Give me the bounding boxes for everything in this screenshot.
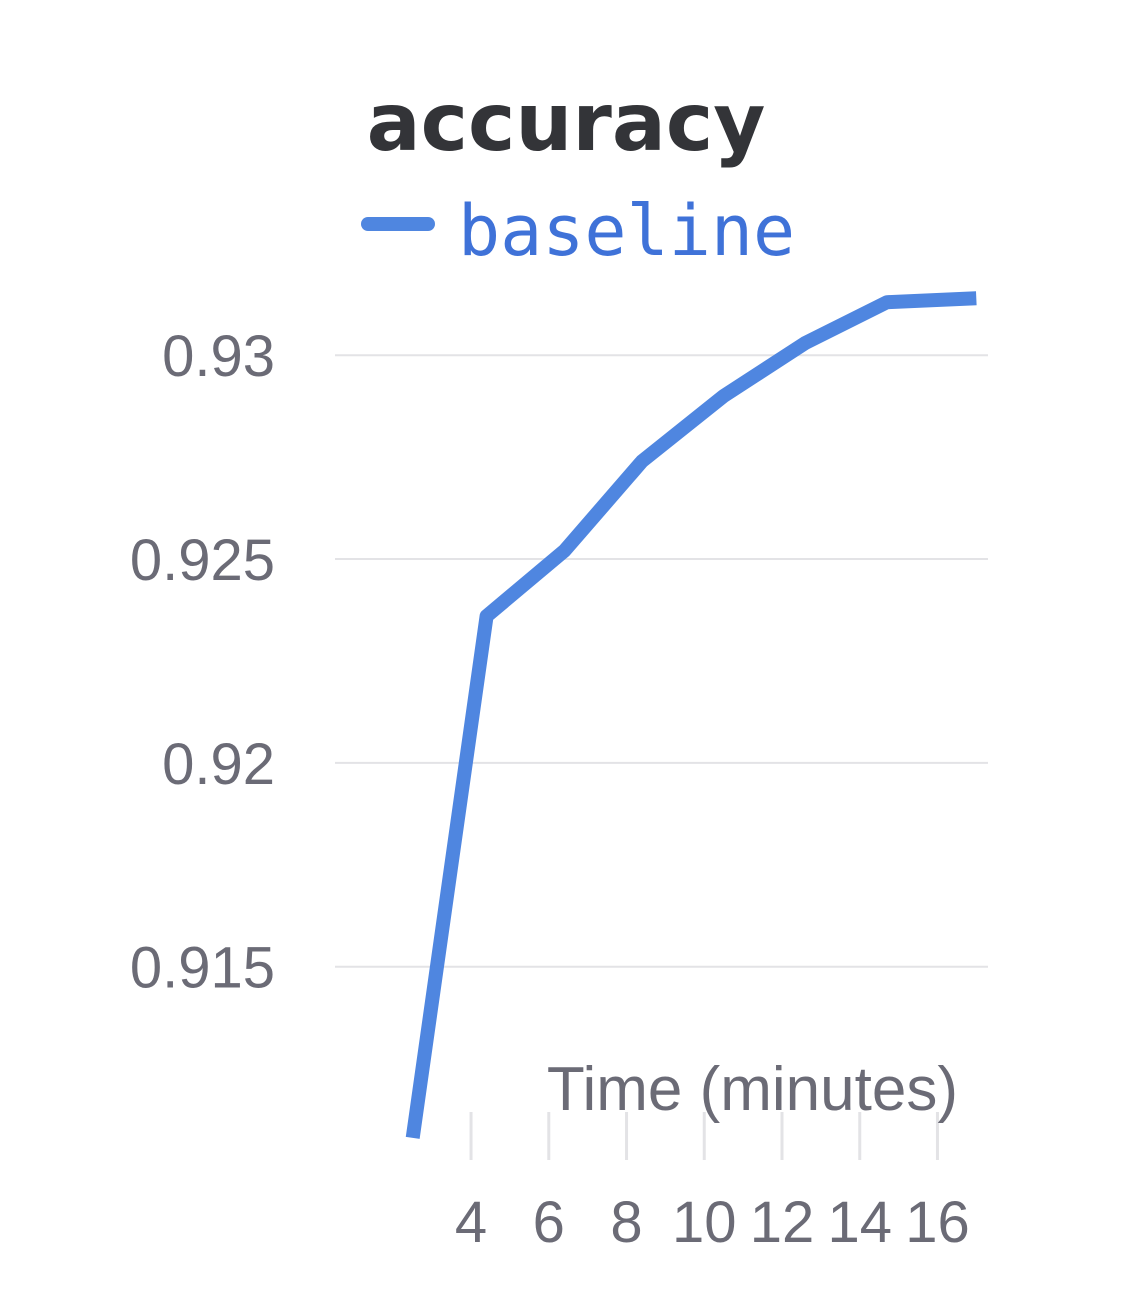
x-tick-label: 10 (672, 1190, 737, 1255)
x-tick-label: 12 (750, 1190, 815, 1255)
y-tick-label: 0.925 (130, 528, 275, 593)
x-axis-ticks: 4 6 8 10 12 14 16 (455, 1112, 970, 1255)
chart-title: accuracy (367, 76, 766, 169)
x-tick-label: 4 (455, 1190, 487, 1255)
x-tick-label: 8 (610, 1190, 642, 1255)
y-tick-label: 0.93 (162, 324, 275, 389)
legend-label-baseline: baseline (458, 190, 795, 272)
series-layer (405, 291, 977, 1139)
x-tick-label: 6 (533, 1190, 565, 1255)
x-tick-label: 16 (905, 1190, 970, 1255)
x-tick-label: 14 (827, 1190, 892, 1255)
y-tick-label: 0.92 (162, 732, 275, 797)
y-tick-label: 0.915 (130, 936, 275, 1001)
legend: baseline (361, 190, 795, 272)
x-axis-label: Time (minutes) (547, 1055, 958, 1124)
y-axis-ticks: 0.915 0.92 0.925 0.93 (130, 324, 275, 1000)
series-line-baseline (405, 291, 977, 1139)
